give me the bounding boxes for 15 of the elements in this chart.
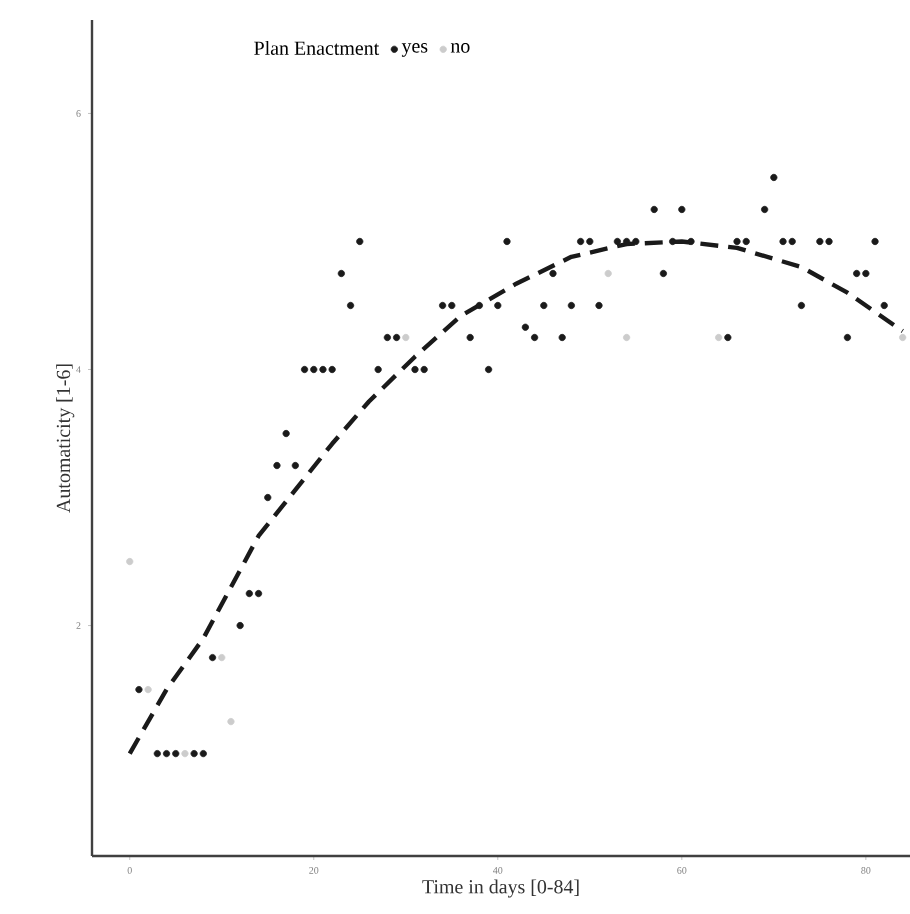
point: [604, 269, 612, 278]
y-axis-title: Automaticity [1-6]: [56, 364, 75, 513]
point: [402, 333, 410, 342]
legend-label: yes: [401, 43, 428, 57]
point: [218, 653, 226, 662]
legend-title: Plan Enactment: [254, 40, 380, 55]
point: [144, 685, 152, 694]
point: [623, 333, 631, 342]
point: [126, 557, 134, 566]
point: [227, 717, 235, 726]
point: [899, 333, 907, 342]
point: [715, 333, 723, 342]
x-axis-title: Time in days [0-84]: [422, 879, 579, 898]
point: [181, 749, 189, 758]
legend-label: no: [450, 43, 470, 53]
